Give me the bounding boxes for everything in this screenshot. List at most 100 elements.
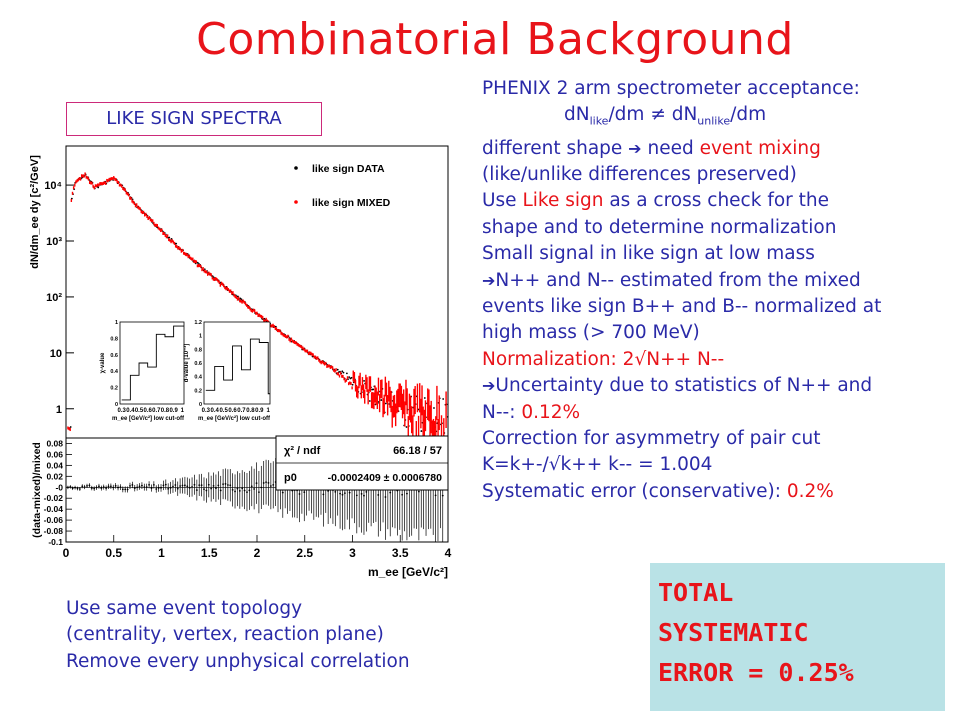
inset-y-tick-label: 0.2 (194, 388, 202, 394)
inset-x-tick-label: 0.4 (126, 408, 135, 414)
x-tick-label: 3.5 (392, 546, 409, 560)
residual-point (224, 483, 227, 485)
residual-point (95, 486, 98, 489)
note-text: Systematic error (conservative): (482, 480, 787, 502)
residual-point (129, 484, 131, 487)
residual-point (281, 491, 284, 494)
x-tick-label: 0.5 (105, 546, 122, 560)
data-point (380, 399, 383, 401)
residual-point (138, 485, 141, 488)
residual-point (205, 489, 208, 492)
inset-x-tick-label: 0.5 (219, 408, 228, 414)
residual-point (164, 483, 167, 486)
note-line: events like sign B++ and B-- normalized … (482, 295, 882, 317)
residual-point (241, 487, 244, 490)
note-line: PHENIX 2 arm spectrometer acceptance: (482, 78, 860, 99)
residual-point (100, 487, 103, 490)
bottom-y-tick-label: 0.02 (46, 471, 63, 481)
data-point (446, 415, 449, 418)
note-text: dN (564, 104, 590, 126)
bottom-ticks: -0.1-0.08-0.06-0.04-0.02-00.020.040.060.… (44, 438, 452, 560)
inset-y-tick-label: 0.2 (110, 386, 118, 392)
residual-point (102, 486, 105, 488)
residual-point (107, 485, 110, 488)
data-point (420, 430, 423, 432)
residual-point (181, 484, 184, 487)
residual-point (246, 491, 248, 494)
residual-point (217, 484, 220, 487)
bottom-note-line: (centrality, vertex, reaction plane) (66, 624, 384, 646)
residual-point (298, 493, 301, 495)
residual-point (109, 485, 112, 488)
residual-point (183, 484, 186, 487)
residual-point (355, 494, 358, 497)
slide-title: Combinatorial Background (196, 14, 794, 65)
inset-y-tick-label: 0.8 (194, 347, 202, 353)
residual-point (143, 486, 146, 489)
residual-point (219, 489, 222, 492)
note-line: Normalization: 2√N++ N-- (482, 348, 725, 370)
total-error-box: TOTAL SYSTEMATIC ERROR = 0.25% (650, 563, 945, 711)
residual-point (200, 484, 203, 487)
residual-point (155, 488, 158, 490)
inset-x-tick-label: 0.3 (118, 408, 127, 414)
bottom-y-tick-label: -0.1 (48, 537, 63, 547)
inset-y-axis-label: χ-value (100, 352, 106, 373)
residual-point (262, 482, 265, 484)
residual-point (253, 488, 256, 490)
plot-label: LIKE SIGN SPECTRA (66, 102, 322, 136)
bottom-notes: Use same event topology (centrality, ver… (66, 596, 410, 675)
note-line: K=k+-/√k++ k-- = 1.004 (482, 454, 713, 476)
inset-x-axis-label: m_ee [GeV/c²] low cut-off (198, 415, 271, 422)
note-highlight: 0.12% (521, 401, 581, 423)
inset-y-tick-label: 0 (199, 402, 202, 408)
residual-point (236, 487, 239, 490)
x-tick-label: 3 (349, 546, 356, 560)
inset-x-tick-label: 1 (267, 408, 271, 414)
residual-point (186, 485, 189, 488)
top-y-tick-label: 10² (46, 292, 62, 304)
residual-point (203, 488, 205, 491)
residual-point (360, 492, 363, 495)
inset-y-tick-label: 0.8 (110, 336, 118, 342)
inset-x-tick-label: 0.8 (246, 408, 255, 414)
residual-point (174, 484, 177, 486)
inset-y-tick-label: 1.2 (194, 320, 202, 326)
residual-point (229, 484, 232, 487)
residual-point (71, 487, 74, 490)
data-point (405, 426, 408, 428)
data-point (351, 383, 354, 386)
residual-point (141, 484, 143, 487)
data-point (342, 371, 345, 374)
residual-point (238, 490, 241, 492)
inset-x-tick-label: 0.5 (135, 408, 144, 414)
data-point (423, 397, 426, 399)
residual-point (78, 488, 81, 490)
x-tick-label: 1.5 (201, 546, 218, 560)
residual-point (243, 489, 246, 492)
bottom-y-tick-label: -0.06 (44, 515, 64, 525)
note-line: ➔N++ and N-- estimated from the mixed (482, 268, 952, 294)
note-subscript: unlike (697, 115, 731, 129)
residual-point (114, 484, 117, 487)
note-line: Small signal in like sign at low mass (482, 243, 815, 265)
note-text: N--: (482, 401, 522, 423)
top-y-tick-label: 10³ (46, 236, 62, 248)
data-point (175, 242, 178, 245)
residual-point (176, 487, 179, 490)
residual-point (172, 485, 174, 488)
total-line: SYSTEMATIC (658, 618, 809, 647)
note-line: ➔Uncertainty due to statistics of N++ an… (482, 373, 952, 399)
residual-point (76, 487, 79, 490)
bottom-note-line: Remove every unphysical correlation (66, 650, 410, 672)
inset-left-chart: 0.3 0.4 0.5 0.6 0.7 0.8 0.9 100.20.40.60.81m_ee… (100, 320, 185, 422)
residual-point (258, 491, 260, 493)
data-point (345, 372, 348, 375)
residual-point (207, 483, 210, 486)
notes-panel: PHENIX 2 arm spectrometer acceptance: dN… (482, 76, 952, 505)
data-point (97, 186, 100, 189)
data-point (372, 388, 375, 391)
residual-point (74, 486, 76, 489)
inset-y-tick-label: 1 (115, 320, 118, 326)
